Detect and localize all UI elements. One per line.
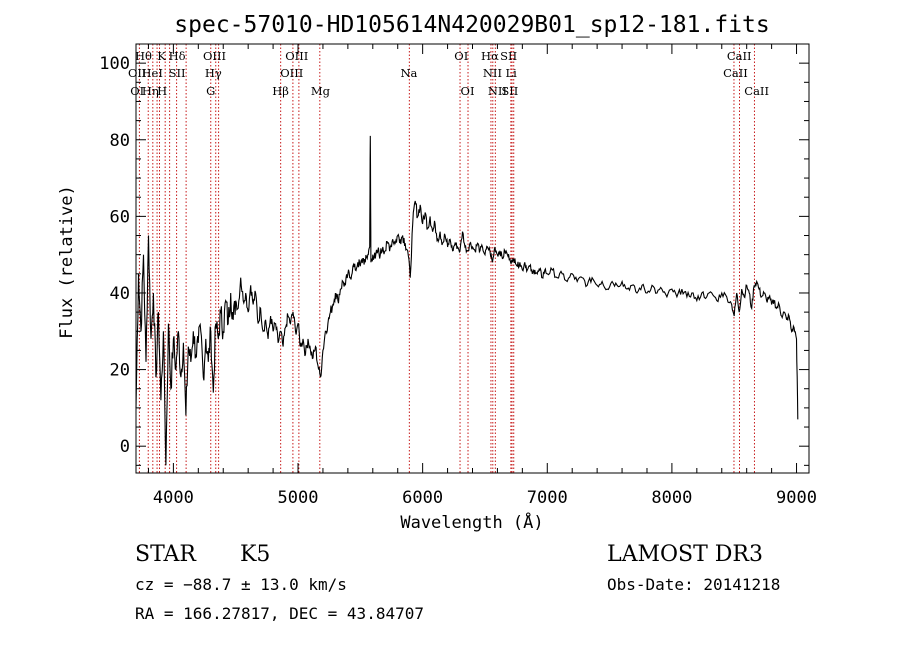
chart-title: spec-57010-HD105614N420029B01_sp12-181.f… (174, 12, 769, 38)
line-label: OIII (280, 66, 303, 80)
line-label: Hγ (205, 66, 222, 80)
line-label: CaII (727, 49, 752, 63)
line-label: Hβ (272, 84, 289, 98)
line-label: OI (454, 49, 468, 63)
line-label: Li (505, 66, 517, 80)
line-label: H (157, 84, 167, 98)
line-label: OII (128, 66, 147, 80)
object-class: STAR (135, 542, 197, 567)
x-axis-ticks: 4000 5000 6000 7000 8000 9000 (147, 44, 817, 508)
line-label: OIII (285, 49, 308, 63)
x-tick-label: 6000 (402, 488, 443, 508)
line-label: SII (169, 66, 186, 80)
spectrum-series (135, 135, 799, 466)
line-label: Mg (311, 84, 331, 98)
line-label: Hθ (135, 49, 152, 63)
line-label: OI (461, 84, 475, 98)
object-subclass: K5 (240, 542, 270, 567)
line-label: Hη (142, 84, 159, 98)
x-axis-label: Wavelength (Å) (400, 511, 543, 533)
plot-frame (135, 43, 810, 474)
redshift-cz: cz = −88.7 ± 13.0 km/s (135, 575, 347, 594)
coordinates: RA = 166.27817, DEC = 43.84707 (135, 604, 424, 623)
line-label: Hδ (169, 49, 186, 63)
x-tick-label: 5000 (278, 488, 319, 508)
y-tick-label: 100 (99, 54, 130, 74)
x-tick-label: 4000 (153, 488, 194, 508)
line-label: Na (400, 66, 417, 80)
line-label: SII (501, 84, 518, 98)
spectral-line-markers (138, 44, 755, 473)
y-tick-label: 80 (110, 131, 130, 151)
y-axis-label: Flux (relative) (57, 185, 77, 339)
x-tick-label: 9000 (776, 488, 817, 508)
x-tick-label: 7000 (527, 488, 568, 508)
y-tick-label: 20 (110, 361, 130, 381)
observation-date: Obs-Date: 20141218 (607, 575, 780, 594)
line-label: NII (483, 66, 502, 80)
y-tick-label: 40 (110, 284, 130, 304)
line-label: K (157, 49, 166, 63)
line-label: NII (488, 84, 507, 98)
line-label: G (206, 84, 215, 98)
line-label: SII (500, 49, 517, 63)
y-tick-label: 60 (110, 207, 130, 227)
line-label: OIII (203, 49, 226, 63)
line-label: CaII (723, 66, 748, 80)
line-label: HeI (142, 66, 163, 80)
y-tick-label: 0 (120, 437, 130, 457)
x-tick-label: 8000 (651, 488, 692, 508)
line-label: CaII (744, 84, 769, 98)
line-label: OI (130, 84, 144, 98)
survey-name: LAMOST DR3 (607, 542, 763, 567)
line-label: Hα (481, 49, 499, 63)
y-axis-ticks: 0 20 40 60 80 100 (99, 43, 809, 466)
